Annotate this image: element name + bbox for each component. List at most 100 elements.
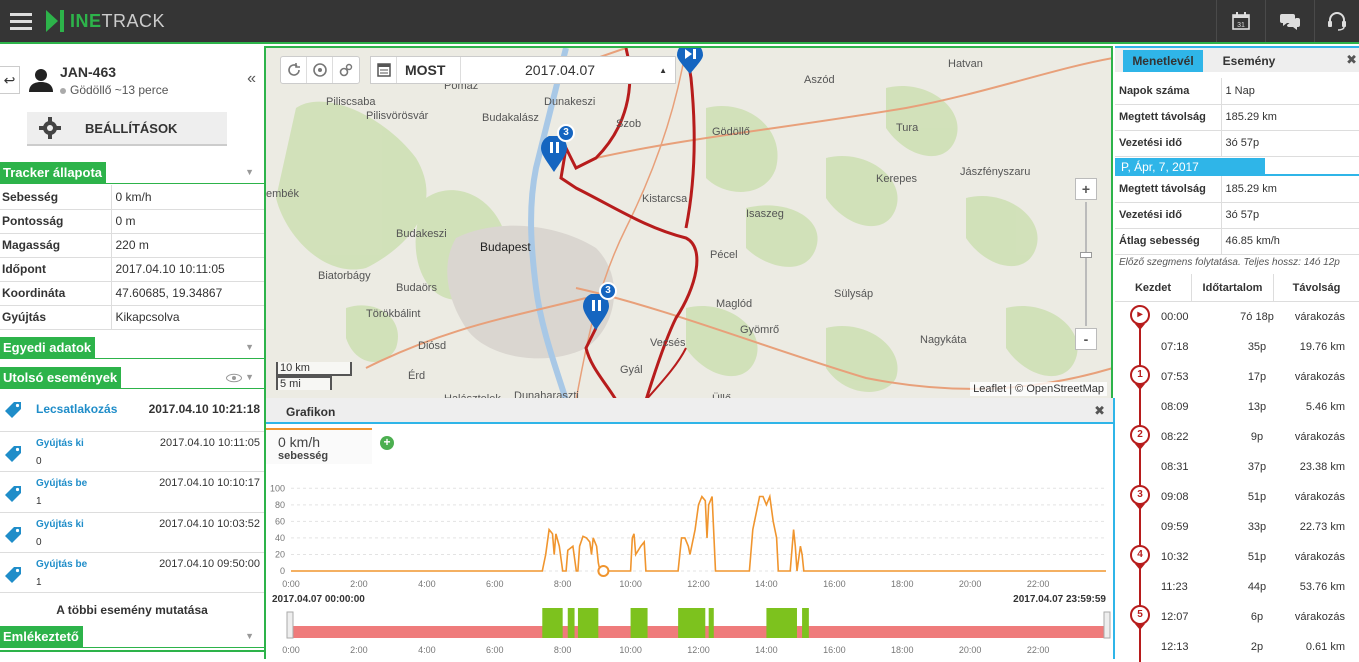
zoom-in-button[interactable]: + [1075, 178, 1097, 200]
settings-button[interactable]: BEÁLLÍTÁSOK [27, 112, 227, 146]
zoom-slider-handle[interactable] [1080, 252, 1092, 258]
collapse-panel-icon[interactable]: « [247, 70, 256, 87]
chevron-down-icon[interactable]: ▼ [245, 167, 254, 177]
tracker-row: Gyújtás Kikapcsolva [0, 305, 264, 330]
app-logo[interactable]: INETRACK [46, 8, 165, 34]
tracker-value: 0 m [111, 209, 264, 234]
vehicle-name[interactable]: JAN-463 [60, 64, 117, 80]
show-more-events-link[interactable]: A többi esemény mutatása [56, 603, 208, 617]
timeline-row[interactable]: ▸ 00:00 7ó 18p várakozás [1115, 302, 1359, 332]
eye-icon[interactable] [226, 373, 242, 383]
timeline-row[interactable]: 3 09:08 51p várakozás [1115, 482, 1359, 512]
speed-tab[interactable]: 0 km/h sebesség [266, 428, 372, 464]
reminder-section[interactable]: Emlékeztető ▼ [0, 626, 264, 648]
user-icon [29, 69, 53, 92]
tracker-row: Sebesség 0 km/h [0, 185, 264, 210]
map-place-label: Pilisvörösvár [366, 110, 429, 122]
tracker-status-section[interactable]: Tracker állapota ▼ [0, 162, 264, 184]
calendar-toggle-button[interactable] [371, 57, 397, 83]
event-item[interactable]: Gyújtás be 2017.04.10 10:10:17 1 [0, 472, 264, 513]
timeline-row[interactable]: 1 07:53 17p várakozás [1115, 362, 1359, 392]
last-events-section[interactable]: Utolsó események ▼ [0, 367, 264, 389]
map-settings-button[interactable] [333, 57, 359, 83]
map-marker-pause[interactable]: 3 [583, 282, 617, 333]
close-icon[interactable]: ✖ [1094, 403, 1105, 418]
timeline-row[interactable]: 4 10:32 51p várakozás [1115, 542, 1359, 572]
timeline-row[interactable]: 5 12:07 6p várakozás [1115, 602, 1359, 632]
zoom-out-button[interactable]: - [1075, 328, 1097, 350]
map[interactable]: Pomáz Dunakeszi Szob Piliscsaba Pilisvörösvá… [266, 46, 1113, 398]
search-location-button[interactable] [307, 57, 333, 83]
chevron-down-icon[interactable]: ▼ [245, 372, 254, 382]
map-place-label: Szob [616, 118, 642, 130]
map-scale: 10 km 5 mi [276, 362, 352, 390]
hamburger-menu-icon[interactable] [10, 11, 32, 31]
timeline-row[interactable]: 08:09 13p 5.46 km [1115, 392, 1359, 422]
row-start: 07:18 [1161, 341, 1189, 353]
selected-date[interactable]: 2017.04.07 [525, 62, 596, 78]
row-distance: várakozás [1294, 611, 1345, 623]
timeline-drive-bar [802, 608, 809, 638]
chat-button[interactable] [1265, 0, 1313, 42]
calendar-button[interactable]: 31 [1216, 0, 1264, 42]
timeline-row[interactable]: 07:18 35p 19.76 km [1115, 332, 1359, 362]
tracker-key: Magasság [0, 233, 112, 258]
target-icon [312, 63, 327, 77]
tab-trip-log[interactable]: Menetlevél [1123, 50, 1203, 72]
event-item[interactable]: Lecsatlakozás 2017.04.10 10:21:18 [0, 391, 264, 432]
map-marker-end[interactable] [677, 48, 703, 77]
chevron-down-icon[interactable]: ▼ [245, 342, 254, 352]
summary-value: 185.29 km [1221, 104, 1359, 131]
summary-table: Napok száma 1 Nap Megtett távolság 185.29 k… [1115, 78, 1359, 157]
event-item[interactable]: Gyújtás ki 2017.04.10 10:03:52 0 [0, 513, 264, 553]
event-time: 2017.04.10 09:50:00 [159, 558, 260, 570]
timeline-row[interactable]: 08:31 37p 23.38 km [1115, 452, 1359, 482]
map-marker-pause[interactable]: 3 [541, 124, 575, 175]
row-start: 07:53 [1161, 371, 1189, 383]
col-distance[interactable]: Távolság [1292, 282, 1341, 294]
end-marker-icon [677, 48, 703, 74]
timeline-row[interactable]: 12:13 2p 0.61 km [1115, 632, 1359, 662]
logo-suffix: TRACK [101, 10, 166, 31]
col-duration[interactable]: Időtartalom [1192, 274, 1274, 301]
map-place-label: Hatvan [948, 58, 983, 70]
custom-data-section[interactable]: Egyedi adatok ▼ [0, 337, 264, 359]
summary-key: Vezetési idő [1115, 130, 1222, 157]
map-attribution[interactable]: Leaflet | © OpenStreetMap [970, 382, 1107, 396]
row-distance: 53.76 km [1299, 581, 1345, 593]
pause-marker-icon [541, 135, 567, 172]
timeline-drive-bar [708, 608, 714, 638]
x-tick-label: 10:00 [619, 579, 642, 589]
tracker-row: Magasság 220 m [0, 233, 264, 258]
timeline-drive-bar [630, 608, 648, 638]
timeline-row[interactable]: 09:59 33p 22.73 km [1115, 512, 1359, 542]
event-item[interactable]: Gyújtás ki 2017.04.10 10:11:05 0 [0, 432, 264, 472]
tag-icon [5, 486, 21, 502]
row-duration: 2p [1250, 641, 1264, 653]
chevron-down-icon[interactable]: ▼ [245, 631, 254, 641]
timeline-row[interactable]: 2 08:22 9p várakozás [1115, 422, 1359, 452]
support-button[interactable] [1314, 0, 1359, 42]
cursor-point [597, 565, 610, 577]
caret-up-icon[interactable]: ▲ [659, 65, 667, 75]
tab-events[interactable]: Esemény [1222, 54, 1276, 68]
timeline-tick-label: 20:00 [959, 645, 982, 655]
event-item[interactable]: Gyújtás be 2017.04.10 09:50:00 1 [0, 553, 264, 593]
zoom-slider-track[interactable] [1085, 202, 1087, 326]
close-icon[interactable]: ✖ [1346, 52, 1357, 67]
y-tick-label: 40 [275, 533, 285, 543]
day-header[interactable]: P, Ápr, 7, 2017 [1115, 158, 1265, 176]
add-series-icon[interactable]: + [380, 436, 394, 450]
timeline-drive-bar [766, 608, 797, 638]
timeline-tick-label: 18:00 [891, 645, 914, 655]
svg-text:31: 31 [1237, 22, 1245, 29]
col-start[interactable]: Kezdet [1115, 274, 1192, 301]
summary-row: Napok száma 1 Nap [1115, 78, 1359, 105]
refresh-button[interactable] [281, 57, 307, 83]
timeline-row[interactable]: 11:23 44p 53.76 km [1115, 572, 1359, 602]
date-selector[interactable]: MOST 2017.04.07 ▲ [370, 56, 676, 84]
mode-label[interactable]: MOST [397, 57, 461, 83]
tracker-row: Pontosság 0 m [0, 209, 264, 234]
speed-chart[interactable]: 0 20 40 60 80 100 0:00 0:00 2:00 2:00 4:00 4:00 6:00… [266, 428, 1111, 658]
back-button[interactable]: ↩ [0, 66, 20, 94]
